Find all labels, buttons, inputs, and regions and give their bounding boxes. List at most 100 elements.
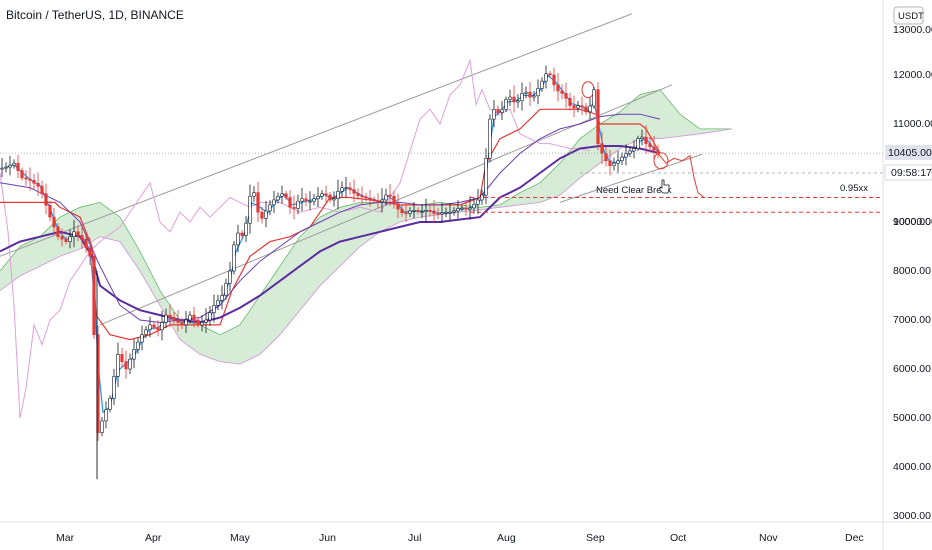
candle-body	[408, 210, 412, 214]
cloud-segment	[660, 89, 680, 139]
need-clear-break-note[interactable]: Need Clear Break	[596, 185, 672, 196]
candle-body	[136, 341, 140, 350]
candle-body	[148, 324, 152, 331]
candle-body	[340, 187, 344, 192]
candle-body	[120, 353, 124, 362]
candle-body	[376, 200, 380, 203]
candle-body	[212, 304, 216, 313]
candle-body	[36, 182, 40, 187]
cloud-segment	[240, 295, 260, 365]
candle-body	[512, 96, 516, 103]
cloud-segment	[280, 236, 300, 335]
candle-body	[568, 97, 572, 106]
cloud-segment	[500, 192, 520, 208]
circle-marker	[581, 81, 595, 99]
candle-body	[576, 105, 580, 109]
candle-body	[84, 238, 88, 249]
candle-body	[112, 376, 116, 399]
candle-body	[312, 198, 316, 202]
candle-body	[92, 255, 96, 335]
price-levels[interactable]	[0, 152, 883, 213]
candle-body	[540, 80, 544, 89]
candle-body	[536, 88, 540, 97]
candle-body	[400, 208, 404, 214]
candle-body	[216, 300, 220, 306]
month-tick: Nov	[759, 532, 778, 544]
candle-body	[0, 167, 4, 170]
candle-body	[88, 247, 92, 257]
candle-body	[248, 195, 252, 224]
candle-body	[548, 73, 552, 76]
candle-body	[244, 222, 248, 236]
candle-body	[140, 334, 144, 343]
price-axis-panel[interactable]	[883, 0, 932, 522]
price-tick: 10000.00	[893, 216, 932, 228]
candle-body	[524, 91, 528, 94]
candle-body	[24, 177, 28, 180]
price-tick: 13000.00	[893, 24, 932, 36]
candle-body	[304, 198, 308, 202]
candle-body	[104, 409, 108, 422]
candle-body	[100, 420, 104, 434]
candle-body	[644, 136, 648, 144]
candle-body	[324, 193, 328, 196]
candle-body	[236, 232, 240, 246]
candle-body	[412, 210, 416, 212]
cloud-segment	[200, 324, 220, 362]
candle-body	[460, 207, 464, 210]
candle-body	[228, 270, 232, 284]
candle-body	[396, 203, 400, 210]
current-price-label: 10405.00	[888, 147, 932, 159]
month-tick: Mar	[56, 532, 75, 544]
candle-body	[368, 197, 372, 200]
symbol-title: Bitcoin / TetherUS, 1D, BINANCE	[6, 8, 184, 22]
candle-body	[616, 160, 620, 164]
channel-upper-line	[0, 13, 633, 257]
candle-body	[388, 194, 392, 197]
candle-body	[40, 185, 44, 194]
candle-body	[428, 210, 432, 212]
candle-body	[188, 314, 192, 321]
candle-body	[608, 160, 612, 166]
month-tick: Aug	[497, 532, 516, 544]
candle-body	[292, 207, 296, 209]
candle-body	[60, 236, 64, 240]
candle-body	[648, 143, 652, 148]
month-tick: May	[230, 532, 251, 544]
countdown-label: 09:58:17	[891, 167, 932, 179]
candle-body	[144, 329, 148, 335]
candle-body	[256, 192, 260, 213]
candle-body	[64, 238, 68, 242]
candle-body	[268, 204, 272, 212]
candle-body	[592, 89, 596, 107]
trend-channel[interactable]	[0, 13, 703, 326]
cloud-segment	[0, 246, 20, 291]
candle-body	[492, 109, 496, 120]
price-axis-ticks: 13000.00 12000.00 11000.00 10000.00 9000…	[893, 24, 932, 522]
hand-cursor-icon	[659, 179, 670, 194]
candle-body	[464, 207, 468, 210]
price-tick: 4000.00	[893, 461, 931, 473]
month-tick: Dec	[845, 532, 864, 544]
candle-body	[456, 208, 460, 212]
sma-mid-line	[0, 113, 661, 323]
price-tick: 5000.00	[893, 412, 931, 424]
cloud-segment	[220, 324, 240, 365]
currency-button[interactable]	[893, 6, 924, 25]
candle-body	[288, 197, 292, 208]
candle-body	[208, 312, 212, 321]
candle-body	[496, 109, 500, 113]
candle-body	[332, 198, 336, 201]
cloud-segment	[120, 217, 140, 271]
candle-body	[200, 322, 204, 326]
price-tick: 6000.00	[893, 363, 931, 375]
candle-body	[484, 158, 488, 196]
cloud-segment	[520, 182, 540, 205]
candle-body	[12, 162, 16, 166]
cloud-segment	[560, 138, 580, 196]
candle-body	[452, 210, 456, 213]
candle-body	[520, 93, 524, 102]
candle-body	[272, 199, 276, 206]
cloud-segment	[140, 251, 160, 306]
